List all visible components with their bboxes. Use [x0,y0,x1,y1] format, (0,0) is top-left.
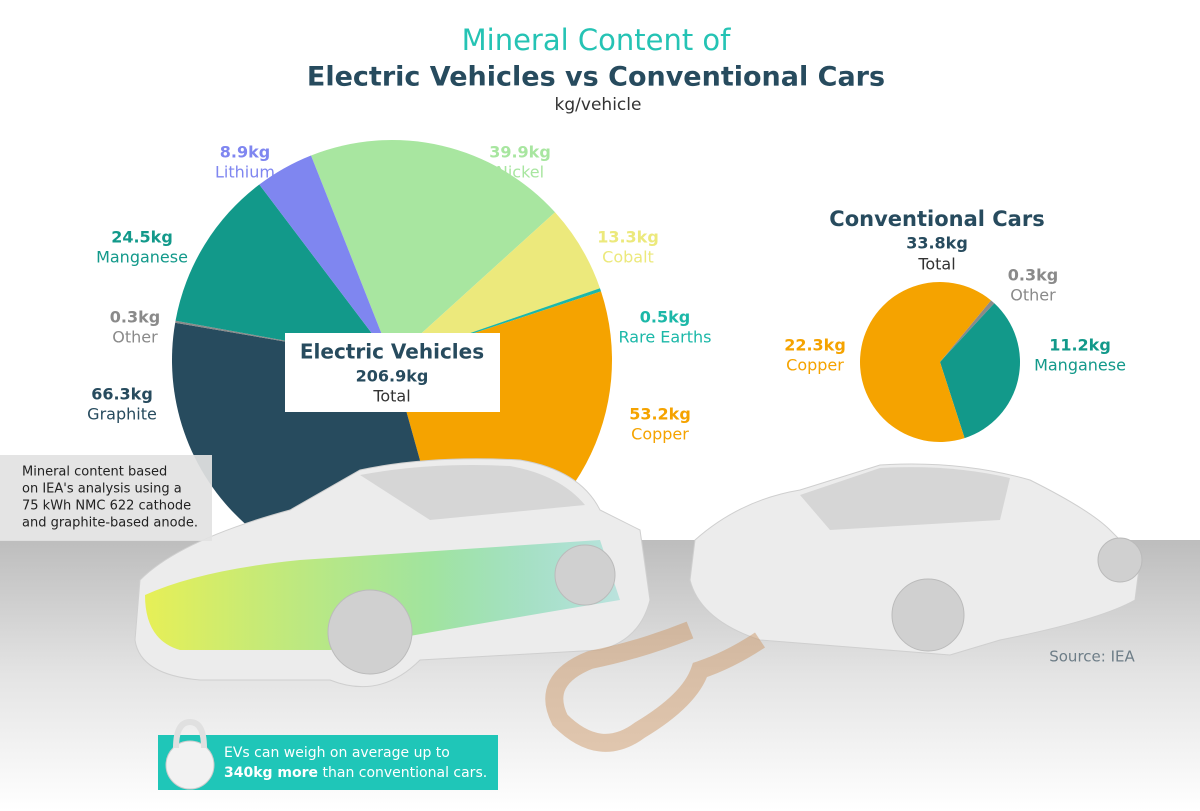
ev-windshield [360,465,585,520]
slice-value: 0.3kg [110,308,160,327]
conventional-car [689,463,1141,656]
note-line: 75 kWh NMC 622 cathode [22,499,191,514]
callout-highlight: 340kg more [224,765,318,781]
note-line: Mineral content based [22,465,167,480]
slice-label: Copper [786,356,844,375]
ev-wheel [554,544,616,606]
slice-label: Other [112,328,158,347]
pie-slice [175,184,392,360]
subtitle: kg/vehicle [555,95,642,115]
slice-label: Rare Earths [619,328,712,347]
slice-label: Cobalt [602,248,654,267]
conventional-wheel [891,578,965,652]
slice-value: 11.2kg [1049,336,1111,355]
ev-wheel [327,589,413,675]
slice-value: 0.5kg [640,308,690,327]
slice-label: Other [1010,286,1056,305]
callout-line: EVs can weigh on average up to [224,745,450,761]
conventional-wheel [1097,537,1143,583]
note: Mineral content based on IEA's analysis u… [22,465,198,531]
chart-total-caption: Total [917,255,955,274]
source: Source: IEA [1049,648,1135,666]
slice-value: 39.9kg [489,143,551,162]
exhaust [545,621,765,752]
slice-label: Manganese [1034,356,1126,375]
cars [134,458,1143,752]
pie-slice [311,140,556,360]
slice-value: 24.5kg [111,228,173,247]
slice-label: Copper [631,425,689,444]
callout-line: 340kg more than conventional cars. [224,765,487,781]
slice-value: 66.3kg [91,385,153,404]
pie-slice [940,300,995,362]
note-line: on IEA's analysis using a [22,482,182,497]
chart-title: Conventional Cars [829,207,1044,231]
kettlebell [165,740,215,790]
slice-value: 0.3kg [1008,266,1058,285]
slice-value: 13.3kg [597,228,659,247]
note-box [0,455,212,541]
slice-value: 53.2kg [629,405,691,424]
slice-label: Nickel [496,163,544,182]
slice-label: Manganese [96,248,188,267]
callout-rest: than conventional cars. [323,765,488,781]
chart-total: 206.9kg [356,367,429,386]
conventional-window [800,467,1010,530]
pie-slice [940,303,1021,439]
chart-total-caption: Total [372,387,410,406]
note-line: and graphite-based anode. [22,516,198,531]
pie-slice [259,155,392,360]
pie-slice [392,212,600,360]
title: Mineral Content of [462,23,732,57]
headline: Electric Vehicles vs Conventional Cars [307,62,885,93]
slice-label: Graphite [87,405,157,424]
slice-value: 8.9kg [220,143,270,162]
slice-label: Lithium [215,163,275,182]
slice-value: 22.3kg [784,336,846,355]
ev-title-box [285,333,500,412]
callout-box [158,735,498,790]
chart-title: Electric Vehicles [300,340,484,364]
kettlebell-handle [173,718,207,749]
chart-total: 33.8kg [906,234,968,253]
pie-slice [859,282,991,442]
